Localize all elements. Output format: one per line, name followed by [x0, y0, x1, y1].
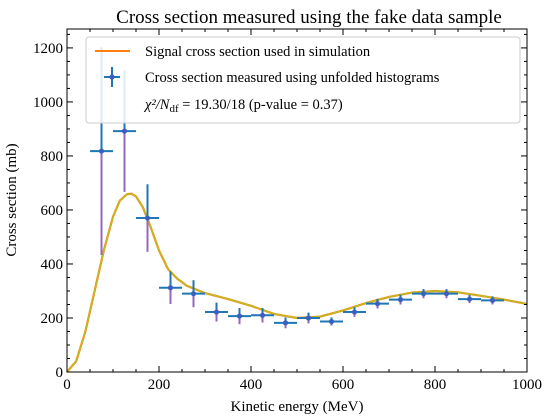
chart-title: Cross section measured using the fake da…: [116, 7, 502, 28]
measured-marker: [489, 297, 496, 304]
measured-marker: [374, 301, 381, 307]
measured-marker: [167, 285, 174, 291]
measured-point: [458, 295, 481, 304]
y-tick-label: 400: [41, 257, 64, 273]
measured-marker: [282, 320, 289, 326]
measured-point: [366, 298, 389, 309]
measured-marker: [328, 318, 335, 325]
legend-signal-label: Signal cross section used in simulation: [145, 44, 371, 60]
x-axis-label: Kinetic energy (MeV): [230, 399, 363, 415]
measured-point: [159, 271, 182, 304]
signal-overlay-line: [66, 192, 528, 373]
signal-cross-section-line: [66, 192, 528, 373]
legend-box: [85, 36, 521, 124]
legend-measured-marker: [109, 74, 115, 80]
x-tick-label: 600: [332, 377, 355, 393]
y-tick-label: 800: [41, 149, 64, 165]
y-tick-label: 200: [41, 311, 64, 327]
axis-ticks: 0 200 400 600 800 1000 0 200 400 600 800 1000 1200: [33, 29, 542, 393]
measured-marker: [397, 297, 404, 303]
legend-measured-label: Cross section measured using unfolded hi…: [145, 70, 440, 86]
measured-point: [297, 312, 320, 324]
y-tick-label: 0: [56, 365, 64, 381]
measured-marker: [98, 148, 105, 154]
x-tick-label: 800: [424, 377, 447, 393]
plot-area: [66, 47, 528, 373]
measured-marker: [121, 128, 128, 134]
x-tick-label: 400: [240, 377, 263, 393]
measured-point: [274, 317, 297, 329]
measured-point: [320, 317, 343, 326]
measured-marker: [259, 312, 266, 318]
measured-marker: [144, 215, 151, 221]
x-tick-label: 0: [63, 377, 71, 393]
measured-point: [412, 289, 435, 299]
measured-point: [389, 294, 412, 305]
y-tick-label: 600: [41, 203, 64, 219]
y-tick-label: 1200: [33, 41, 63, 57]
legend-chi2-symbol: χ²/N: [143, 97, 171, 113]
measured-marker: [466, 296, 473, 302]
measured-marker: [213, 309, 220, 315]
measured-marker: [190, 291, 197, 297]
measured-point: [251, 307, 274, 323]
legend-chi2-subscript: df: [169, 103, 179, 115]
y-axis-label: Cross section (mb): [4, 143, 20, 256]
measured-marker: [236, 313, 243, 319]
measured-point: [481, 296, 504, 305]
legend-chi2-text: χ²/Ndf = 19.30/18 (p-value = 0.37): [143, 97, 343, 115]
legend-measured-errorbar-swatch: [104, 67, 120, 87]
measured-point: [182, 280, 205, 308]
measured-marker: [420, 291, 427, 297]
x-tick-label: 200: [148, 377, 171, 393]
y-tick-label: 1000: [33, 95, 63, 111]
measured-marker: [443, 291, 450, 297]
measured-marker: [351, 309, 358, 315]
measured-marker: [305, 315, 312, 321]
measured-point: [205, 302, 228, 322]
legend: Signal cross section used in simulation …: [85, 36, 521, 124]
measured-point: [343, 307, 366, 317]
x-tick-label: 1000: [512, 377, 542, 393]
legend-chi2-value: = 19.30/18 (p-value = 0.37): [179, 97, 343, 113]
measured-point: [228, 307, 251, 325]
measured-point: [136, 184, 159, 252]
measured-point: [435, 289, 458, 299]
